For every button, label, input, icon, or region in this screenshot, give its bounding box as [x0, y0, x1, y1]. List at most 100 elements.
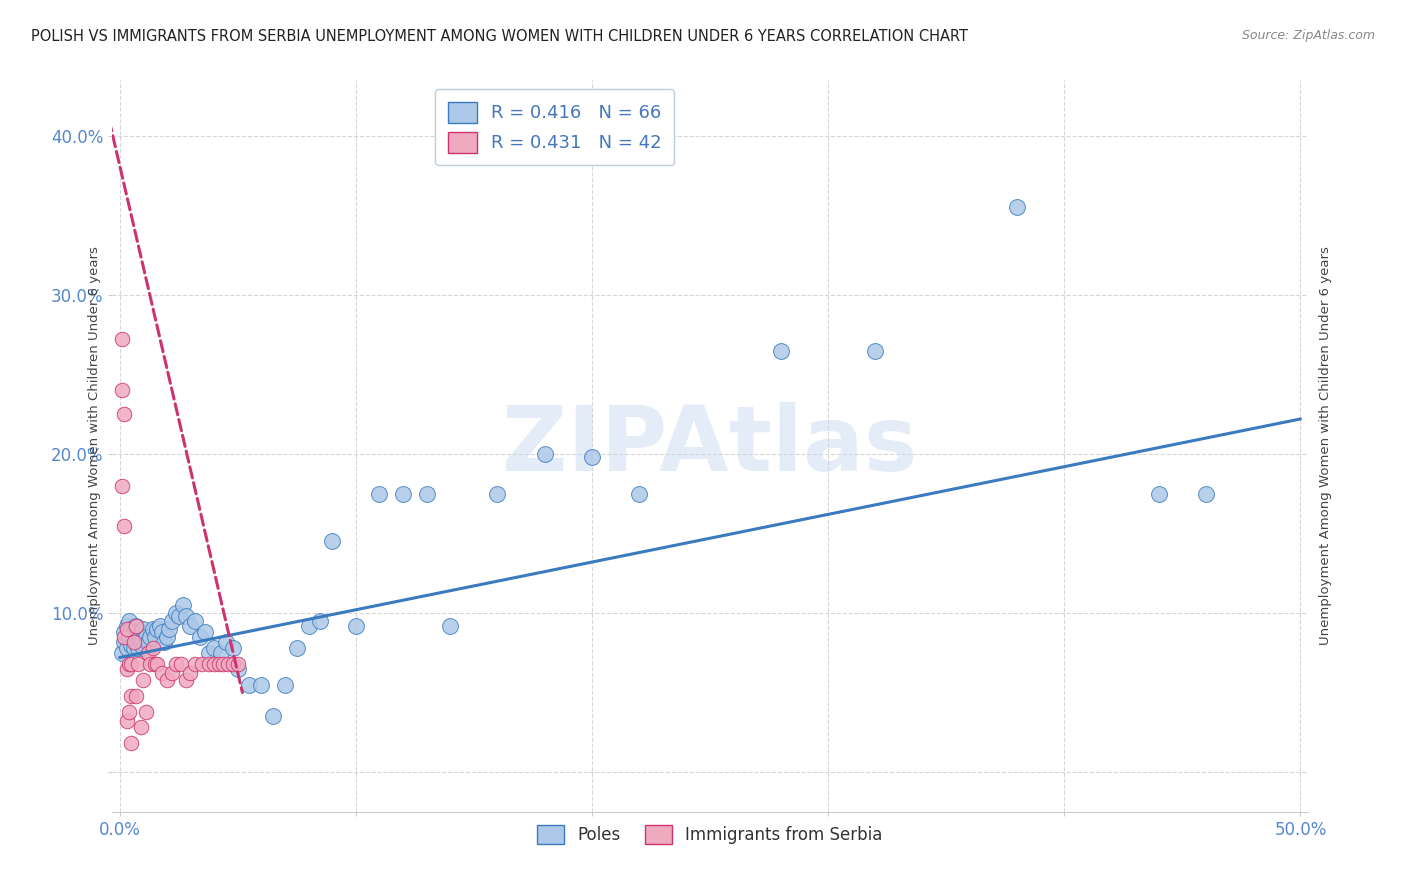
Point	[215, 634, 238, 648]
Point	[115, 622, 138, 636]
Point	[120, 736, 142, 750]
Point	[274, 677, 297, 691]
Point	[115, 618, 138, 632]
Point	[174, 673, 197, 687]
Point	[769, 343, 792, 358]
Point	[160, 666, 183, 681]
Point	[188, 630, 211, 644]
Point	[165, 657, 187, 671]
Point	[198, 657, 221, 671]
Point	[226, 662, 249, 676]
Point	[149, 618, 172, 632]
Point	[179, 666, 201, 681]
Point	[153, 634, 176, 648]
Point	[111, 333, 134, 347]
Point	[1147, 486, 1170, 500]
Point	[112, 407, 135, 421]
Point	[194, 625, 217, 640]
Point	[142, 640, 165, 655]
Point	[865, 343, 887, 358]
Point	[226, 657, 249, 671]
Point	[160, 614, 183, 628]
Point	[112, 518, 135, 533]
Point	[250, 677, 273, 691]
Point	[167, 609, 190, 624]
Point	[120, 622, 142, 636]
Point	[125, 689, 148, 703]
Point	[202, 657, 225, 671]
Point	[262, 709, 284, 723]
Point	[146, 657, 169, 671]
Y-axis label: Unemployment Among Women with Children Under 6 years: Unemployment Among Women with Children U…	[89, 246, 101, 646]
Point	[344, 618, 367, 632]
Point	[112, 634, 135, 648]
Point	[309, 614, 332, 628]
Text: Source: ZipAtlas.com: Source: ZipAtlas.com	[1241, 29, 1375, 43]
Point	[132, 640, 155, 655]
Point	[127, 640, 149, 655]
Point	[122, 634, 145, 648]
Point	[115, 640, 138, 655]
Point	[122, 640, 145, 655]
Point	[139, 657, 162, 671]
Point	[118, 705, 141, 719]
Point	[209, 646, 232, 660]
Point	[415, 486, 437, 500]
Point	[129, 634, 152, 648]
Point	[184, 657, 207, 671]
Point	[132, 622, 155, 636]
Text: POLISH VS IMMIGRANTS FROM SERBIA UNEMPLOYMENT AMONG WOMEN WITH CHILDREN UNDER 6 : POLISH VS IMMIGRANTS FROM SERBIA UNEMPLO…	[31, 29, 967, 45]
Point	[156, 673, 179, 687]
Point	[143, 657, 166, 671]
Point	[112, 630, 135, 644]
Point	[136, 634, 159, 648]
Point	[129, 721, 152, 735]
Point	[217, 657, 239, 671]
Point	[125, 634, 148, 648]
Point	[179, 618, 201, 632]
Point	[368, 486, 391, 500]
Point	[191, 657, 214, 671]
Point	[132, 673, 155, 687]
Point	[120, 689, 142, 703]
Point	[439, 618, 461, 632]
Point	[143, 630, 166, 644]
Point	[118, 630, 141, 644]
Point	[208, 657, 231, 671]
Point	[112, 625, 135, 640]
Point	[581, 450, 603, 464]
Point	[120, 638, 142, 652]
Point	[135, 705, 157, 719]
Point	[533, 447, 555, 461]
Y-axis label: Unemployment Among Women with Children Under 6 years: Unemployment Among Women with Children U…	[1319, 246, 1331, 646]
Point	[150, 625, 173, 640]
Point	[127, 625, 149, 640]
Point	[122, 625, 145, 640]
Point	[139, 630, 162, 644]
Point	[285, 640, 308, 655]
Point	[150, 666, 173, 681]
Point	[111, 384, 134, 398]
Point	[202, 640, 225, 655]
Point	[174, 609, 197, 624]
Point	[628, 486, 651, 500]
Point	[120, 657, 142, 671]
Point	[127, 657, 149, 671]
Point	[157, 622, 180, 636]
Point	[238, 677, 260, 691]
Point	[392, 486, 415, 500]
Point	[212, 657, 235, 671]
Point	[125, 618, 148, 632]
Point	[118, 657, 141, 671]
Point	[321, 534, 343, 549]
Point	[125, 618, 148, 632]
Point	[142, 622, 165, 636]
Point	[172, 598, 194, 612]
Text: ZIPAtlas: ZIPAtlas	[502, 402, 918, 490]
Point	[1005, 201, 1028, 215]
Legend: Poles, Immigrants from Serbia: Poles, Immigrants from Serbia	[530, 818, 890, 851]
Point	[198, 646, 221, 660]
Point	[170, 657, 193, 671]
Point	[184, 614, 207, 628]
Point	[118, 614, 141, 628]
